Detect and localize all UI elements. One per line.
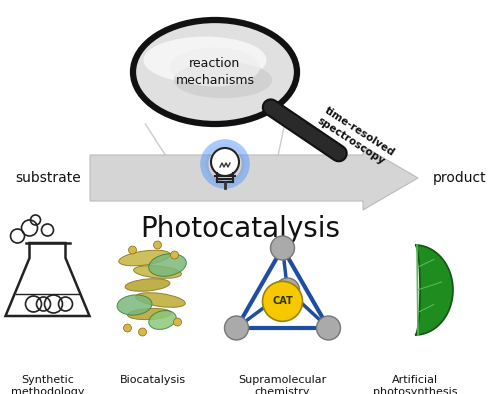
Polygon shape [415, 245, 453, 335]
Ellipse shape [133, 20, 297, 124]
Ellipse shape [174, 62, 272, 98]
Text: Supramolecular
chemistry: Supramolecular chemistry [238, 375, 326, 394]
Text: CAT: CAT [272, 296, 293, 306]
Circle shape [276, 278, 299, 302]
Ellipse shape [136, 293, 186, 307]
Text: Biocatalysis: Biocatalysis [120, 375, 186, 385]
Ellipse shape [125, 279, 170, 291]
Ellipse shape [148, 254, 186, 276]
Text: time-resolved
spectroscopy: time-resolved spectroscopy [316, 105, 396, 168]
Circle shape [224, 316, 248, 340]
Circle shape [211, 148, 239, 176]
Text: substrate: substrate [15, 171, 81, 185]
Ellipse shape [128, 309, 172, 320]
Text: Photocatalysis: Photocatalysis [140, 215, 340, 243]
Circle shape [170, 251, 178, 259]
Circle shape [316, 316, 340, 340]
FancyArrow shape [90, 146, 418, 210]
Circle shape [138, 328, 146, 336]
Ellipse shape [134, 266, 182, 278]
Text: Artificial
photosynthesis: Artificial photosynthesis [373, 375, 457, 394]
Ellipse shape [117, 295, 152, 315]
Ellipse shape [118, 250, 171, 266]
Ellipse shape [149, 310, 176, 329]
Text: product: product [433, 171, 487, 185]
Text: Synthetic
methodology: Synthetic methodology [11, 375, 84, 394]
Circle shape [154, 241, 162, 249]
Circle shape [270, 236, 294, 260]
Circle shape [124, 324, 132, 332]
Text: reaction
mechanisms: reaction mechanisms [176, 57, 254, 87]
Ellipse shape [170, 48, 260, 87]
Circle shape [174, 318, 182, 326]
Circle shape [262, 281, 302, 322]
Circle shape [128, 246, 136, 254]
Ellipse shape [144, 37, 266, 84]
